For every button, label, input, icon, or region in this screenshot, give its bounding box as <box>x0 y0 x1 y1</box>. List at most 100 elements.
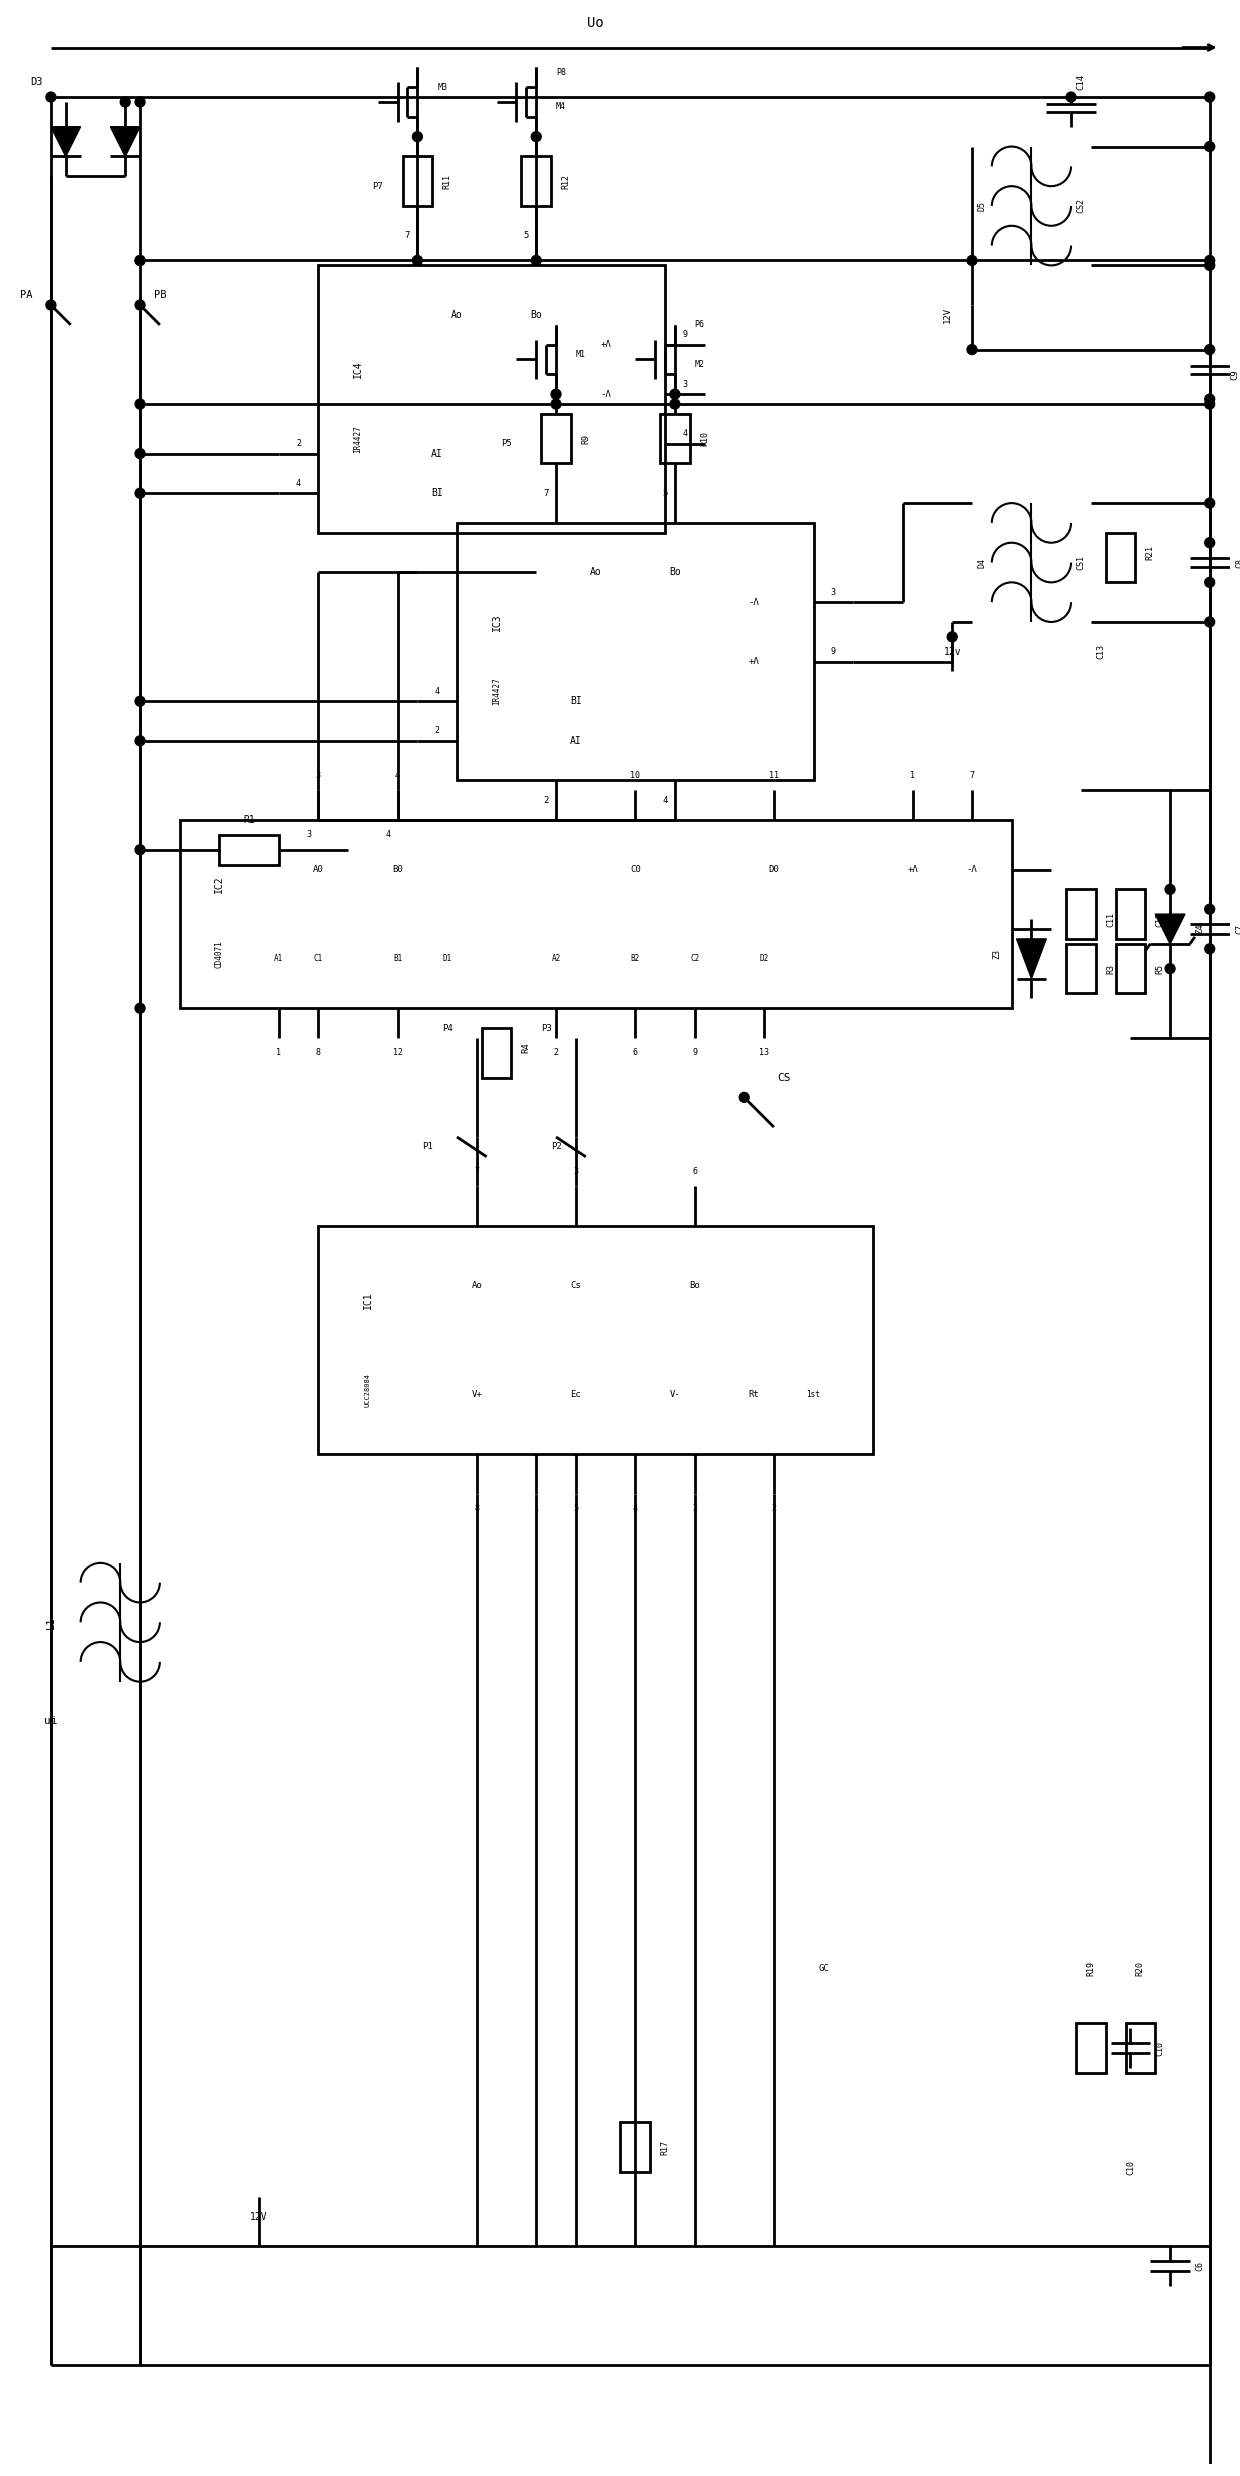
Text: 1: 1 <box>533 1503 538 1513</box>
Text: R17: R17 <box>661 2139 670 2154</box>
Text: D3: D3 <box>30 77 42 87</box>
Text: 7: 7 <box>404 230 410 240</box>
Text: P5: P5 <box>501 438 512 448</box>
Text: D1: D1 <box>443 953 451 963</box>
Circle shape <box>135 97 145 106</box>
Text: C6: C6 <box>1195 2261 1204 2270</box>
Text: 6: 6 <box>632 1047 637 1057</box>
Text: 2: 2 <box>553 1047 558 1057</box>
Text: IC2: IC2 <box>215 877 224 894</box>
Text: 4: 4 <box>386 829 391 839</box>
Bar <box>620 2122 650 2171</box>
Circle shape <box>1066 92 1076 102</box>
Bar <box>660 413 689 463</box>
Text: CD4071: CD4071 <box>215 941 223 968</box>
Circle shape <box>1205 904 1215 914</box>
Circle shape <box>1205 617 1215 626</box>
Text: 7: 7 <box>970 770 975 780</box>
Text: B1: B1 <box>393 953 402 963</box>
Bar <box>521 156 551 206</box>
Circle shape <box>1166 963 1176 973</box>
Bar <box>1116 889 1146 938</box>
Circle shape <box>670 399 680 409</box>
Text: AI: AI <box>570 735 582 745</box>
Text: Cs: Cs <box>570 1280 582 1290</box>
Circle shape <box>531 255 541 265</box>
Bar <box>1066 889 1096 938</box>
Text: P2: P2 <box>551 1141 562 1151</box>
Circle shape <box>413 255 423 265</box>
Text: P6: P6 <box>694 319 704 329</box>
Text: R19: R19 <box>1086 1961 1095 1976</box>
Circle shape <box>135 448 145 458</box>
Text: Z4: Z4 <box>1195 924 1204 933</box>
Circle shape <box>135 696 145 706</box>
Bar <box>1076 2023 1106 2072</box>
Bar <box>458 522 813 780</box>
Bar <box>541 413 570 463</box>
Circle shape <box>135 399 145 409</box>
Text: Bo: Bo <box>670 567 681 577</box>
Circle shape <box>1205 344 1215 354</box>
Text: 3: 3 <box>306 829 311 839</box>
Text: D2: D2 <box>759 953 769 963</box>
Text: C9: C9 <box>1230 369 1239 379</box>
Text: Uo: Uo <box>588 15 604 30</box>
Text: Ao: Ao <box>590 567 601 577</box>
Text: UCC28084: UCC28084 <box>365 1372 371 1406</box>
Text: C14: C14 <box>1076 74 1085 89</box>
Bar <box>1116 943 1146 993</box>
Text: 7: 7 <box>543 488 549 498</box>
Text: C11: C11 <box>1106 911 1115 926</box>
Text: +Λ: +Λ <box>908 864 918 874</box>
Text: -Λ: -Λ <box>600 389 611 399</box>
Text: R20: R20 <box>1136 1961 1145 1976</box>
Circle shape <box>413 131 423 141</box>
Bar <box>403 156 433 206</box>
Circle shape <box>1166 884 1176 894</box>
Text: Ao: Ao <box>451 310 463 319</box>
Text: 6: 6 <box>692 1166 697 1176</box>
Circle shape <box>739 1092 749 1102</box>
Text: 5: 5 <box>662 488 667 498</box>
Text: C2: C2 <box>689 953 699 963</box>
Text: C0: C0 <box>630 864 641 874</box>
Text: 3: 3 <box>573 1166 578 1176</box>
Polygon shape <box>51 126 81 156</box>
Text: 4: 4 <box>435 686 440 696</box>
Bar <box>319 265 665 532</box>
Polygon shape <box>110 126 140 156</box>
Text: M4: M4 <box>556 102 565 111</box>
Text: A0: A0 <box>312 864 324 874</box>
Circle shape <box>531 131 541 141</box>
Text: M1: M1 <box>575 349 585 359</box>
Text: 2: 2 <box>435 725 440 735</box>
Text: M2: M2 <box>694 359 704 369</box>
Text: 4: 4 <box>662 795 667 805</box>
Text: IR4427: IR4427 <box>353 426 362 453</box>
Text: Z3: Z3 <box>992 948 1001 958</box>
Text: IC3: IC3 <box>491 614 502 631</box>
Circle shape <box>135 1003 145 1013</box>
Text: R10: R10 <box>701 431 709 446</box>
Circle shape <box>135 488 145 498</box>
Bar <box>319 1226 873 1453</box>
Text: AI: AI <box>432 448 443 458</box>
Text: 12: 12 <box>393 1047 403 1057</box>
Text: 5: 5 <box>523 230 529 240</box>
Text: P3: P3 <box>541 1023 552 1032</box>
Circle shape <box>135 300 145 310</box>
Circle shape <box>551 399 560 409</box>
Text: 9: 9 <box>692 1047 697 1057</box>
Text: +Λ: +Λ <box>749 656 759 666</box>
Text: CS: CS <box>777 1072 791 1082</box>
Circle shape <box>670 389 680 399</box>
Text: Bo: Bo <box>531 310 542 319</box>
Text: 5: 5 <box>573 1503 578 1513</box>
Text: 8: 8 <box>474 1503 480 1513</box>
Text: R4: R4 <box>522 1042 531 1052</box>
Bar <box>1106 532 1136 582</box>
Text: 2: 2 <box>771 1503 776 1513</box>
Text: BI: BI <box>432 488 443 498</box>
Text: Bo: Bo <box>689 1280 701 1290</box>
